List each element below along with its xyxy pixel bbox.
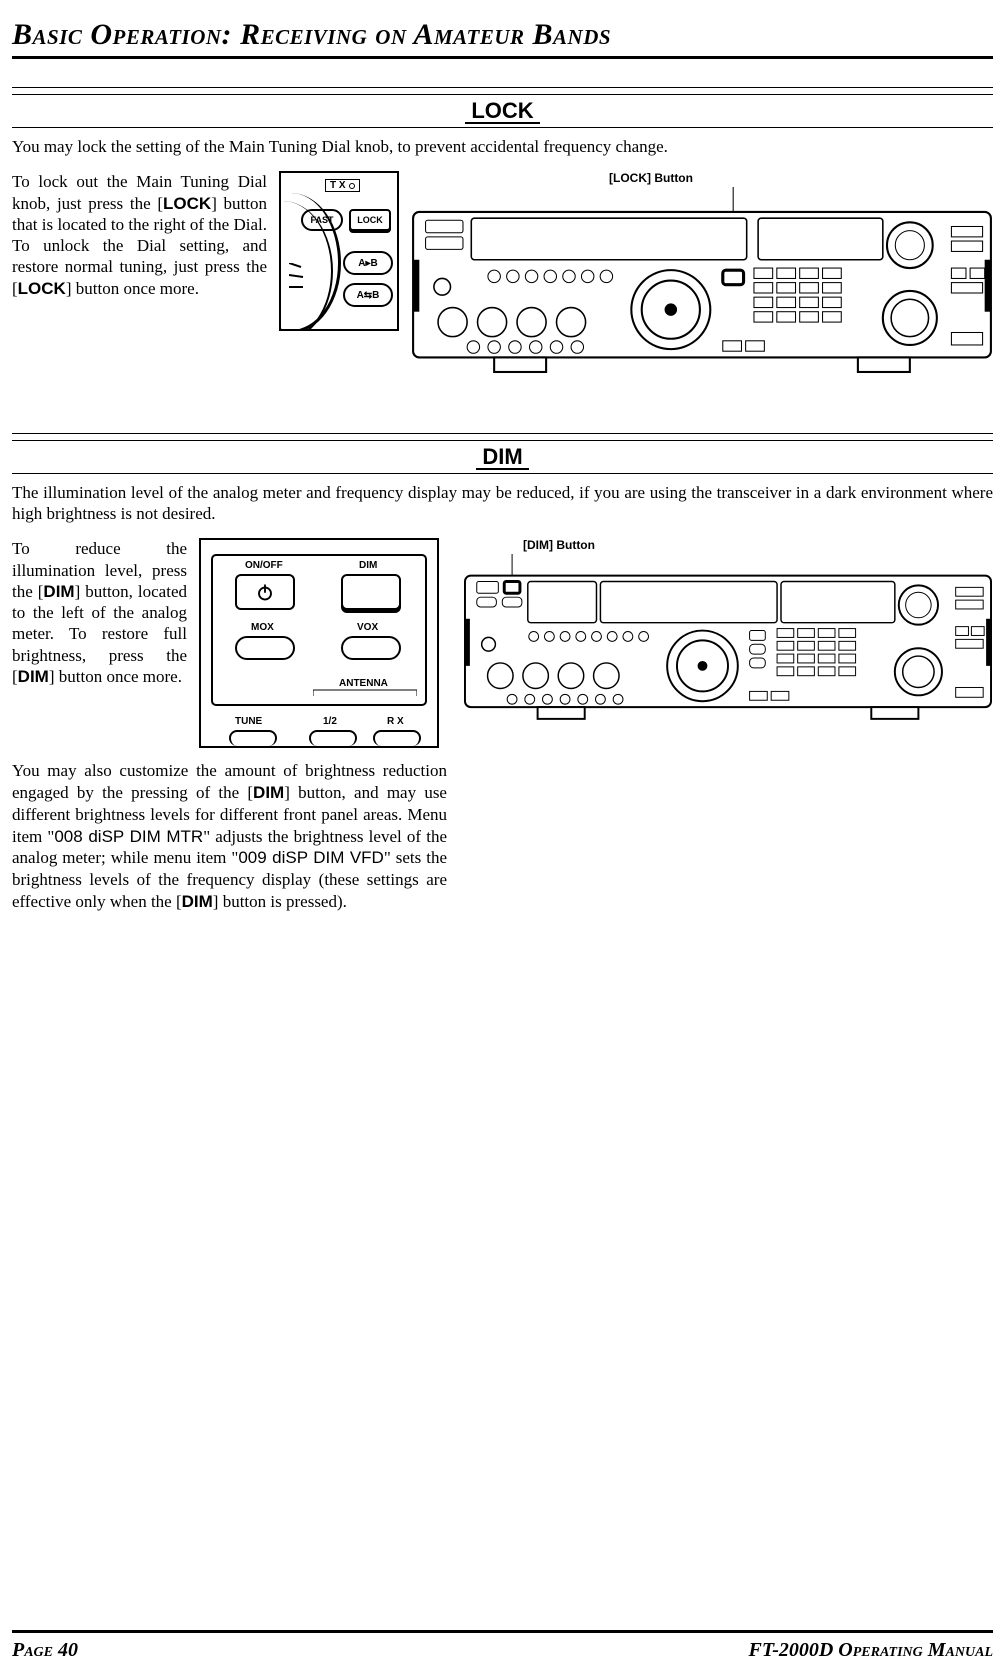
vox-button [341, 636, 401, 660]
section-divider-dim [12, 433, 993, 441]
ant12-button-partial [309, 730, 357, 746]
radio-illustration-dim [463, 554, 993, 731]
lock-closeup: T X FAST LOCK A▸B A⇆B [279, 171, 399, 331]
lock-body: To lock out the Main Tuning Dial knob, j… [12, 171, 267, 299]
section-divider-top [12, 87, 993, 95]
lock-intro: You may lock the setting of the Main Tun… [12, 136, 993, 157]
lock-radio-panel: [LOCK] Button [411, 171, 993, 384]
dim-panel-label: [DIM] Button [523, 538, 595, 552]
ab2-button: A⇆B [343, 283, 393, 307]
onoff-button [235, 574, 295, 610]
dial-marks [289, 263, 313, 303]
section-title-dim: DIM [476, 445, 528, 470]
mox-button [235, 636, 295, 660]
page-title: Basic Operation: Receiving on Amateur Ba… [12, 18, 993, 59]
radio-illustration-lock [411, 187, 993, 384]
onetwo-label: 1/2 [323, 716, 337, 727]
vox-label: VOX [357, 622, 378, 633]
dim-closeup: ON/OFF DIM MOX VOX ANTENNA TUNE 1/2 R X [199, 538, 439, 748]
dim-para2: You may also customize the amount of bri… [12, 760, 447, 912]
onoff-label: ON/OFF [245, 560, 283, 571]
ab1-button: A▸B [343, 251, 393, 275]
dim-button [341, 574, 401, 610]
power-icon [256, 583, 274, 601]
tune-label: TUNE [235, 716, 262, 727]
page-title-b: Receiving on Amateur Bands [240, 18, 611, 51]
rx-label: R X [387, 716, 404, 727]
lock-button: LOCK [349, 209, 391, 231]
lock-panel-label: [LOCK] Button [591, 171, 711, 185]
footer-page: Page 40 [12, 1639, 78, 1662]
section-title-wrap-lock: LOCK [12, 99, 993, 124]
page-title-a: Basic Operation: [12, 18, 232, 51]
dim-label: DIM [359, 560, 377, 571]
rx-button-partial [373, 730, 421, 746]
tune-button-partial [229, 730, 277, 746]
tx-label: T X [325, 179, 360, 192]
section-title-lock: LOCK [465, 99, 539, 124]
dim-intro: The illumination level of the analog met… [12, 482, 993, 525]
lock-row: To lock out the Main Tuning Dial knob, j… [12, 171, 993, 384]
section-title-wrap-dim: DIM [12, 445, 993, 470]
section-underline-lock [12, 126, 993, 128]
dim-radio-panel: [DIM] Button [463, 538, 993, 731]
antenna-bracket [313, 688, 417, 698]
footer-manual: FT-2000D Operating Manual [748, 1639, 993, 1662]
section-underline-dim [12, 472, 993, 474]
page-footer: Page 40 FT-2000D Operating Manual [12, 1630, 993, 1662]
dim-row: To reduce the illumination level, press … [12, 538, 993, 748]
dim-body: To reduce the illumination level, press … [12, 538, 187, 687]
mox-label: MOX [251, 622, 274, 633]
